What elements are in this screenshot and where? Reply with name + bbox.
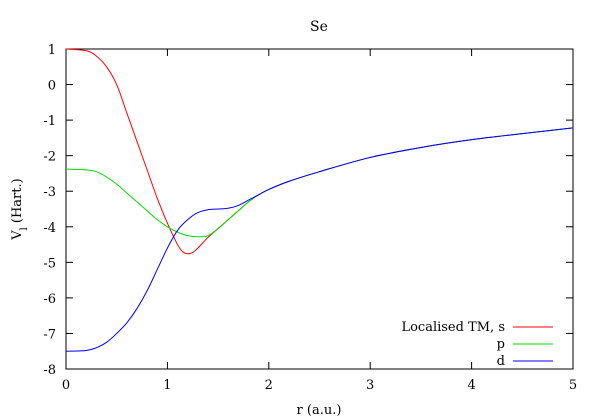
legend-label-0: Localised TM, s xyxy=(401,320,505,335)
x-tick-label: 0 xyxy=(62,378,70,393)
plot-frame-group xyxy=(65,48,574,370)
y-tick-label: -7 xyxy=(43,327,56,342)
y-axis-label-subscript: l xyxy=(19,227,30,230)
series-line-1 xyxy=(65,127,574,238)
y-tick-label: -2 xyxy=(43,150,56,165)
x-axis-label: r (a.u.) xyxy=(297,403,342,418)
y-tick-label: -3 xyxy=(43,185,56,200)
x-tick-label: 1 xyxy=(163,378,171,393)
plot-frame xyxy=(65,48,574,370)
y-tick-label: -8 xyxy=(43,363,56,378)
legend-group: Localised TM, s pd xyxy=(401,320,553,369)
ticks-group: 0 1 2 3 4 5 1 0 -1 -2 -3 -4 -5 -6 -7 -8 xyxy=(43,43,577,393)
x-tick-label: 3 xyxy=(366,378,374,393)
y-tick-label: -4 xyxy=(43,221,56,236)
chart-title: Se xyxy=(310,19,328,35)
legend-label-2: d xyxy=(497,354,505,369)
y-axis-label: Vl (Hart.) xyxy=(10,178,30,240)
series-line-2 xyxy=(65,127,574,352)
y-tick-label: -1 xyxy=(43,114,56,129)
x-tick-label: 4 xyxy=(467,378,475,393)
y-tick-label: 1 xyxy=(48,43,56,58)
x-tick-label: 5 xyxy=(569,378,577,393)
legend-label-1: p xyxy=(497,337,505,352)
y-tick-label: -6 xyxy=(43,292,56,307)
x-tick-label: 2 xyxy=(265,378,273,393)
series-group xyxy=(65,48,574,352)
y-tick-label: -5 xyxy=(43,256,56,271)
y-axis-label-main: V xyxy=(10,230,25,241)
y-axis-label-unit: (Hart.) xyxy=(10,178,25,223)
series-line-0 xyxy=(65,48,574,255)
y-tick-label: 0 xyxy=(48,79,56,94)
